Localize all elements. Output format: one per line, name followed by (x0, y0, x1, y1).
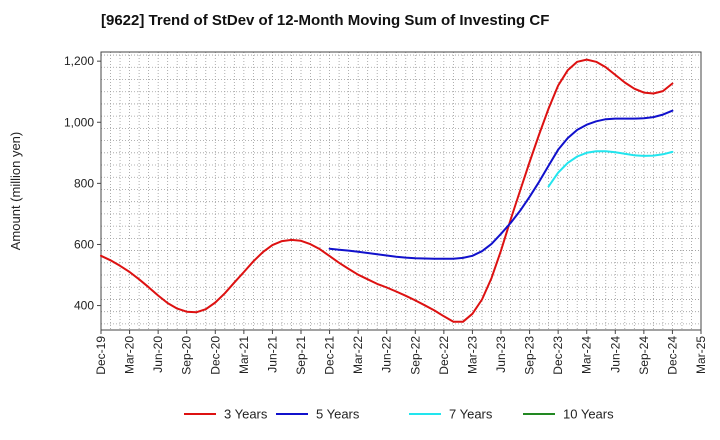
y-tick-label: 1,200 (64, 54, 94, 68)
series-line (547, 150, 674, 188)
y-tick-label: 1,000 (64, 115, 94, 129)
x-axis-ticks: Dec-19 Mar-20 Jun-20 Sep-20 Dec-20 Mar-21 Jun-… (94, 330, 708, 375)
x-tick-label: Jun-22 (380, 336, 394, 373)
series-line (100, 58, 674, 323)
legend-label: 3 Years (224, 407, 268, 422)
legend-label: 5 Years (316, 407, 360, 422)
x-tick-label: Mar-21 (237, 336, 251, 374)
x-tick-label: Dec-21 (323, 336, 337, 375)
x-tick-label: Dec-22 (437, 336, 451, 375)
x-tick-label: Sep-22 (408, 336, 422, 375)
x-tick-label: Dec-19 (94, 336, 108, 375)
y-tick-label: 400 (74, 299, 94, 313)
y-tick-label: 800 (74, 176, 94, 190)
x-tick-label: Jun-20 (151, 336, 165, 373)
legend-label: 10 Years (563, 407, 614, 422)
legend: 3 Years 5 Years 7 Years 10 Years (184, 407, 614, 422)
x-tick-label: Sep-24 (637, 336, 651, 375)
x-tick-label: Mar-24 (580, 336, 594, 374)
legend-label: 7 Years (449, 407, 493, 422)
series-line (328, 109, 674, 260)
x-tick-label: Sep-20 (180, 336, 194, 375)
x-tick-label: Mar-25 (694, 336, 708, 374)
grid (101, 52, 701, 330)
x-tick-label: Sep-21 (294, 336, 308, 375)
x-tick-label: Jun-23 (494, 336, 508, 373)
chart-title: [9622] Trend of StDev of 12-Month Moving… (101, 12, 550, 29)
x-tick-label: Sep-23 (523, 336, 537, 375)
y-tick-label: 600 (74, 237, 94, 251)
plot-area-frame (100, 51, 702, 331)
x-tick-label: Dec-24 (665, 336, 679, 375)
series-lines (100, 58, 674, 323)
x-tick-label: Jun-24 (608, 336, 622, 373)
x-tick-label: Dec-20 (208, 336, 222, 375)
x-tick-label: Dec-23 (551, 336, 565, 375)
x-tick-label: Jun-21 (265, 336, 279, 373)
x-tick-label: Mar-22 (351, 336, 365, 374)
x-tick-label: Mar-20 (123, 336, 137, 374)
x-tick-label: Mar-23 (465, 336, 479, 374)
y-axis-ticks: 400 600 800 1,000 1,200 (64, 54, 101, 313)
y-axis-title: Amount (million yen) (8, 132, 23, 251)
